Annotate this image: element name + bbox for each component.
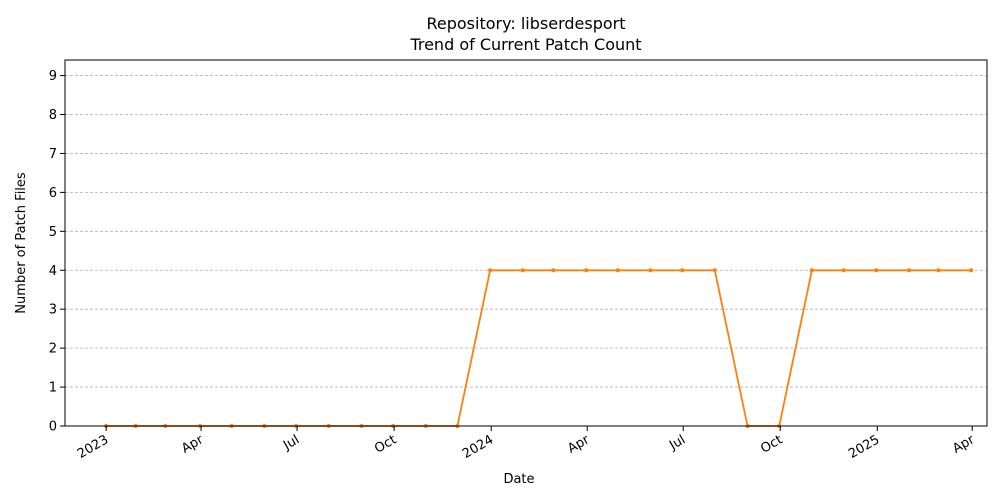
x-tick-label: Jul [280, 432, 302, 453]
x-tick-label: Apr [565, 432, 593, 457]
data-point [841, 268, 846, 273]
y-tick-label: 4 [49, 264, 57, 279]
y-tick-label: 8 [49, 108, 57, 123]
data-point [680, 268, 685, 273]
y-tick-label: 9 [49, 69, 57, 84]
y-tick-label: 0 [49, 420, 57, 435]
x-tick-label: Apr [950, 432, 978, 457]
y-axis-label: Number of Patch Files [14, 172, 29, 314]
data-point [906, 268, 911, 273]
data-point [584, 268, 589, 273]
x-tick-label: Oct [758, 432, 785, 456]
data-point [488, 268, 493, 273]
y-axis: 0 1 2 3 4 5 6 7 8 9 [49, 69, 65, 435]
data-point [551, 268, 556, 273]
x-tick-label: Jul [666, 432, 688, 453]
data-point [520, 268, 525, 273]
y-gridlines [65, 75, 987, 388]
x-tick-label: 2023 [75, 432, 111, 462]
data-point [809, 268, 814, 273]
x-tick-label: 2025 [846, 432, 882, 462]
x-axis-label: Date [503, 472, 534, 487]
y-tick-label: 2 [49, 342, 57, 357]
data-point [648, 268, 653, 273]
data-point [615, 268, 620, 273]
chart-title: Repository: libserdesport [426, 14, 625, 33]
plot-frame [64, 59, 988, 427]
x-axis: 2023 Apr Jul Oct 2024 Apr Jul Oct 2025 Apr [75, 426, 978, 462]
x-tick-label: 2024 [460, 432, 496, 462]
x-tick-label: Oct [372, 432, 399, 456]
y-tick-label: 5 [49, 225, 57, 240]
data-point [969, 268, 974, 273]
y-tick-label: 3 [49, 303, 57, 318]
data-point [936, 268, 941, 273]
data-point [874, 268, 879, 273]
y-tick-label: 1 [49, 381, 57, 396]
y-tick-label: 7 [49, 147, 57, 162]
x-tick-label: Apr [179, 432, 207, 457]
chart-subtitle: Trend of Current Patch Count [409, 35, 641, 54]
data-point [712, 268, 717, 273]
y-tick-label: 6 [49, 186, 57, 201]
